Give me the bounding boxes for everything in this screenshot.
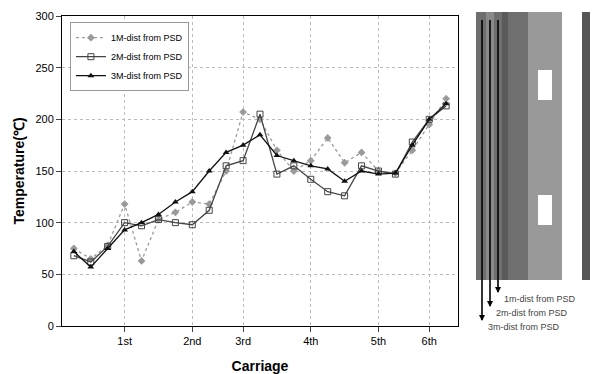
svg-text:1M-dist from PSD: 1M-dist from PSD (111, 33, 183, 43)
svg-text:2M-dist from PSD: 2M-dist from PSD (111, 52, 183, 62)
svg-text:3rd: 3rd (235, 335, 251, 347)
svg-text:2nd: 2nd (183, 335, 201, 347)
svg-text:1m-dist from PSD: 1m-dist from PSD (504, 294, 576, 304)
svg-text:50: 50 (42, 268, 54, 280)
svg-text:3m-dist from PSD: 3m-dist from PSD (488, 322, 560, 332)
svg-text:0: 0 (48, 320, 54, 332)
svg-text:4th: 4th (303, 335, 318, 347)
svg-text:100: 100 (35, 217, 53, 229)
svg-text:5th: 5th (371, 335, 386, 347)
svg-text:150: 150 (35, 165, 53, 177)
svg-text:200: 200 (35, 113, 53, 125)
svg-text:300: 300 (35, 10, 53, 22)
svg-text:Temperature(℃): Temperature(℃) (11, 117, 27, 224)
svg-text:6th: 6th (422, 335, 437, 347)
svg-text:Carriage: Carriage (232, 358, 289, 374)
svg-text:2m-dist from PSD: 2m-dist from PSD (496, 308, 568, 318)
svg-text:250: 250 (35, 62, 53, 74)
svg-text:1st: 1st (117, 335, 132, 347)
svg-text:3M-dist from PSD: 3M-dist from PSD (111, 71, 183, 81)
